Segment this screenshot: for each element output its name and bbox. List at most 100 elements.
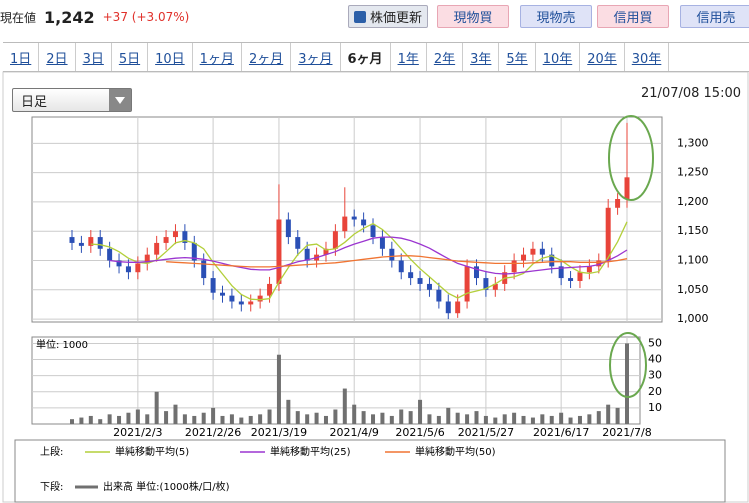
candle-body <box>323 248 329 255</box>
volume-bar <box>107 414 112 424</box>
dropdown-arrow <box>115 97 125 104</box>
margin-sell-button[interactable]: 信用売 <box>680 5 749 28</box>
y-tick-label: 20 <box>648 385 662 398</box>
candle-body <box>389 248 395 261</box>
period-tab[interactable]: 10日 <box>148 43 193 71</box>
volume-bar <box>333 409 338 424</box>
volume-bar <box>596 411 601 424</box>
candle-body <box>408 272 414 279</box>
volume-bar <box>305 414 310 424</box>
candle-body <box>69 237 75 243</box>
x-tick-label: 2021/7/8 <box>602 426 651 439</box>
candle-body <box>615 199 621 208</box>
candle-body <box>436 289 442 302</box>
volume-bar <box>164 411 169 424</box>
period-tab[interactable]: 2日 <box>39 43 76 71</box>
period-tab[interactable]: 1日 <box>3 43 40 71</box>
volume-bar <box>342 388 347 424</box>
period-tab[interactable]: 3ヶ月 <box>291 43 341 71</box>
x-tick-label: 2021/5/27 <box>458 426 514 439</box>
legend-label: 単純移動平均(25) <box>270 445 351 458</box>
price-header: 現在値 1,242 +37 (+3.07%) <box>0 6 189 28</box>
candle-body <box>154 242 160 255</box>
period-tab[interactable]: 1ヶ月 <box>193 43 242 71</box>
refresh-button[interactable]: 株価更新 <box>348 5 428 28</box>
volume-bar <box>98 419 103 424</box>
legend-upper-label: 上段: <box>40 445 63 458</box>
legend-box <box>14 439 726 503</box>
candle-body <box>342 216 348 232</box>
candle-body <box>88 237 94 246</box>
candle-body <box>379 237 385 249</box>
period-tab[interactable]: 1年 <box>391 43 427 71</box>
candle-body <box>304 248 310 261</box>
candle-body <box>530 248 536 255</box>
moving-average-line <box>109 236 628 275</box>
volume-bar <box>70 419 74 424</box>
volume-bar <box>380 412 385 424</box>
candle-body <box>97 237 103 249</box>
period-tab[interactable]: 5年 <box>499 43 536 71</box>
period-tab[interactable]: 10年 <box>536 43 581 71</box>
period-tab[interactable]: 3年 <box>463 43 500 71</box>
volume-bar <box>239 417 244 424</box>
candle-body <box>125 266 131 273</box>
candle-body <box>201 260 207 279</box>
candle-body <box>398 260 404 273</box>
volume-bar <box>502 414 507 424</box>
candle-body <box>144 254 150 264</box>
volume-bar <box>483 415 488 424</box>
candle-body <box>473 266 479 279</box>
candle-body <box>351 216 357 220</box>
y-tick-label: 40 <box>648 353 662 366</box>
volume-bar <box>248 415 253 424</box>
candle-body <box>135 263 141 273</box>
period-tab[interactable]: 6ヶ月 <box>340 43 391 71</box>
candle-body <box>370 225 376 238</box>
volume-bar <box>258 414 263 424</box>
y-tick-label: 1,250 <box>677 166 709 179</box>
volume-bar <box>126 412 131 424</box>
candle-body <box>455 301 461 314</box>
candle-body <box>605 207 611 261</box>
candle-body <box>229 295 235 302</box>
y-tick-label: 1,050 <box>677 283 709 296</box>
period-tab[interactable]: 5日 <box>112 43 149 71</box>
candle-body <box>483 278 489 290</box>
interval-dropdown[interactable]: 日足 <box>12 88 132 112</box>
candle-body <box>210 278 216 293</box>
period-tab[interactable]: 2年 <box>427 43 464 71</box>
candle-body <box>257 295 263 302</box>
candle-body <box>107 248 113 261</box>
volume-bar <box>135 409 140 424</box>
cash-sell-button[interactable]: 現物売 <box>520 5 592 28</box>
period-tab[interactable]: 2ヶ月 <box>242 43 292 71</box>
volume-bar <box>389 415 394 424</box>
candle-body <box>285 219 291 238</box>
volume-bar <box>371 414 376 424</box>
candle-body <box>361 219 367 226</box>
candle-body <box>78 242 84 246</box>
y-tick-label: 1,200 <box>677 195 709 208</box>
volume-bar <box>427 414 432 424</box>
volume-bar <box>88 415 93 424</box>
highlight-ellipse <box>609 332 647 398</box>
period-tab[interactable]: 3日 <box>76 43 112 71</box>
volume-bar <box>286 399 291 424</box>
candle-body <box>492 283 498 290</box>
candle-body <box>558 266 564 279</box>
cash-buy-button[interactable]: 現物買 <box>437 5 509 28</box>
volume-bar <box>79 417 84 424</box>
volume-bar <box>399 409 404 424</box>
x-tick-label: 2021/2/3 <box>113 426 162 439</box>
candle-body <box>276 219 282 284</box>
volume-bar <box>606 404 611 424</box>
candle-body <box>624 177 630 199</box>
legend-label: 単純移動平均(5) <box>115 445 189 458</box>
period-tab[interactable]: 20年 <box>580 43 625 71</box>
candle-body <box>521 254 527 261</box>
period-tab[interactable]: 30年 <box>625 43 670 71</box>
margin-buy-button[interactable]: 信用買 <box>597 5 669 28</box>
volume-bar <box>577 415 582 424</box>
